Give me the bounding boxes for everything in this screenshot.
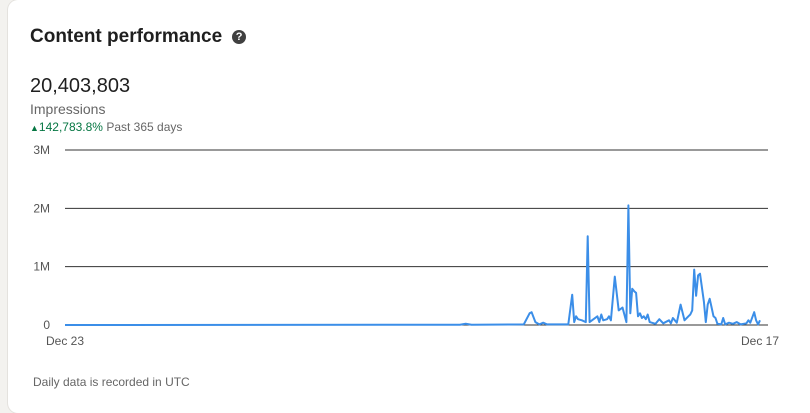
x-tick-label: Dec 23 [46, 334, 84, 348]
impressions-label: Impressions [30, 101, 106, 117]
impressions-value: 20,403,803 [30, 75, 131, 97]
card-title-text: Content performance [30, 26, 223, 47]
x-tick-label: Dec 17 [741, 334, 779, 348]
triangle-up-icon: ▲ [30, 123, 39, 133]
change-indicator: ▲142,783.8% Past 365 days [30, 120, 182, 134]
impressions-line [64, 204, 761, 326]
question-circle-icon[interactable]: ? [232, 30, 247, 44]
y-tick-label: 2M [33, 201, 50, 215]
card-title: Content performance ? [30, 26, 247, 48]
y-tick-label: 1M [33, 260, 50, 274]
y-tick-label: 0 [43, 318, 50, 332]
footer-note: Daily data is recorded in UTC [33, 375, 190, 389]
change-percent: 142,783.8% [38, 120, 103, 134]
content-performance-card: Content performance ? 20,403,803 Impress… [8, 0, 810, 413]
y-tick-label: 3M [33, 143, 50, 157]
change-period: Past 365 days [106, 120, 183, 134]
